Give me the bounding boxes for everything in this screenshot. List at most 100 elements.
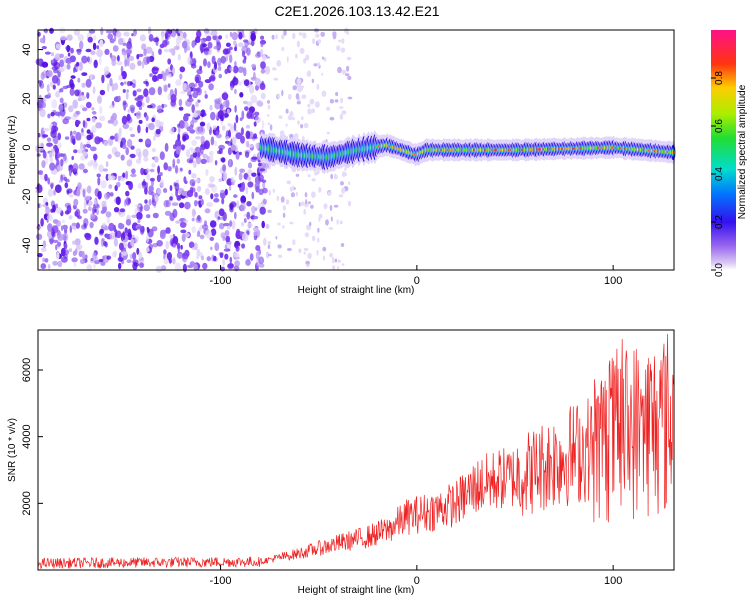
noise-cell (132, 83, 136, 89)
noise-cell (81, 250, 85, 260)
noise-cell (265, 223, 270, 229)
noise-cell (151, 226, 158, 232)
noise-cell (47, 92, 52, 98)
sparse-cell (280, 196, 285, 203)
noise-cell (259, 49, 264, 57)
noise-cell (138, 151, 142, 161)
x-tick-label: 100 (604, 575, 622, 587)
noise-cell (41, 101, 47, 109)
noise-cell (66, 63, 71, 70)
sparse-cell (325, 139, 328, 143)
sparse-cell (341, 38, 345, 44)
noise-cell (93, 199, 97, 205)
sparse-cell (267, 209, 272, 213)
noise-cell (73, 67, 76, 73)
noise-cell (40, 142, 45, 152)
noise-cell (209, 236, 215, 241)
noise-cell (153, 135, 156, 141)
noise-cell (41, 160, 46, 169)
noise-cell (251, 136, 258, 140)
y-tick-label: -20 (21, 189, 33, 205)
noise-cell (118, 37, 124, 46)
noise-cell (220, 232, 226, 239)
y-tick-label: 2000 (21, 491, 33, 515)
noise-cell (139, 34, 147, 42)
sparse-cell (281, 34, 285, 40)
noise-cell (54, 184, 62, 193)
noise-cell (240, 127, 244, 136)
noise-cell (198, 195, 203, 200)
noise-cell (210, 193, 214, 200)
noise-cell (127, 228, 132, 237)
sparse-cell (317, 39, 322, 44)
sparse-cell (301, 116, 304, 121)
noise-cell (96, 208, 99, 216)
x-tick-label: 100 (604, 275, 622, 287)
noise-cell (81, 72, 88, 76)
noise-cell (99, 105, 103, 115)
noise-cell (155, 119, 161, 128)
noise-cell (51, 125, 56, 135)
noise-cell (71, 222, 77, 227)
noise-cell (63, 176, 68, 181)
noise-cell (66, 205, 72, 214)
noise-cell (72, 240, 77, 245)
noise-cell (49, 162, 56, 171)
sparse-cell (289, 221, 294, 225)
sparse-cell (289, 111, 294, 117)
noise-cell (76, 49, 82, 55)
noise-cell (205, 169, 209, 176)
noise-cell (93, 161, 98, 170)
noise-cell (70, 82, 75, 90)
sparse-cell (334, 99, 339, 103)
noise-cell (73, 29, 80, 36)
noise-cell (233, 252, 240, 258)
noise-cell (130, 238, 135, 247)
noise-cell (236, 200, 240, 209)
noise-cell (238, 31, 243, 40)
noise-cell (178, 120, 186, 129)
noise-cell (47, 188, 54, 197)
noise-cell (169, 48, 174, 53)
sparse-cell (295, 93, 300, 100)
noise-cell (148, 199, 152, 206)
noise-cell (97, 190, 102, 200)
noise-cell (104, 233, 109, 238)
noise-cell (244, 106, 249, 111)
noise-cell (203, 28, 210, 34)
noise-cell (191, 217, 195, 222)
noise-cell (126, 116, 133, 124)
sparse-cell (340, 181, 344, 186)
noise-cell (247, 169, 253, 176)
noise-cell (205, 229, 212, 239)
noise-cell (118, 74, 123, 81)
sparse-cell (294, 133, 299, 139)
noise-cell (228, 185, 232, 191)
noise-cell (251, 156, 258, 160)
noise-cell (127, 109, 130, 113)
noise-cell (145, 234, 150, 243)
noise-cell (174, 87, 177, 97)
sparse-cell (311, 108, 316, 114)
noise-cell (206, 35, 212, 42)
noise-cell (86, 56, 90, 63)
colorbar-tick-label: 0.0 (714, 263, 725, 277)
noise-cell (187, 97, 194, 103)
noise-cell (70, 75, 76, 79)
noise-cell (171, 202, 179, 207)
noise-cell (109, 192, 114, 197)
noise-cell (214, 193, 219, 198)
noise-cell (96, 49, 103, 57)
sparse-cell (289, 186, 293, 192)
noise-cell (251, 172, 257, 177)
noise-cell (93, 259, 101, 265)
x-tick-label: 0 (414, 575, 420, 587)
noise-cell (116, 181, 121, 188)
noise-cell (184, 180, 188, 184)
noise-cell (175, 220, 181, 224)
noise-cell (251, 191, 255, 200)
noise-cell (204, 140, 210, 150)
noise-cell (258, 263, 265, 268)
noise-cell (145, 115, 149, 121)
noise-cell (68, 194, 74, 198)
